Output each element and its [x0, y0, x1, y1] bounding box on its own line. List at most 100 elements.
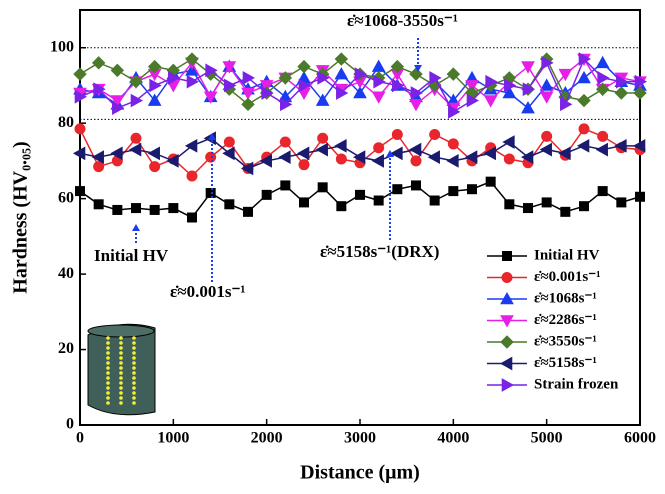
inset-dot: [132, 346, 136, 350]
data-point: [502, 85, 517, 99]
inset-dot: [132, 341, 136, 345]
data-point: [577, 70, 591, 84]
inset-dot: [106, 356, 110, 360]
data-point: [634, 74, 648, 89]
data-point: [147, 146, 160, 161]
data-point: [91, 150, 104, 164]
inset-dot: [106, 401, 110, 405]
data-point: [614, 86, 629, 100]
data-point: [373, 142, 385, 154]
inset-dot: [106, 346, 110, 350]
data-point: [187, 212, 197, 223]
data-point: [280, 180, 291, 191]
inset-dot: [119, 366, 123, 370]
data-point: [261, 189, 272, 200]
data-point: [298, 159, 310, 171]
data-point: [502, 135, 515, 149]
data-point: [485, 176, 496, 187]
data-point: [261, 86, 274, 100]
data-point: [483, 146, 496, 161]
data-point: [186, 170, 198, 182]
data-point: [371, 91, 386, 104]
data-point: [355, 189, 365, 200]
data-point: [595, 82, 610, 96]
data-point: [541, 130, 553, 142]
data-point: [447, 138, 459, 150]
inset-dot: [132, 401, 136, 405]
data-point: [75, 186, 85, 197]
data-point: [578, 123, 590, 135]
y-tick-label: 0: [66, 416, 74, 433]
annotation-arrowhead: [414, 65, 422, 72]
data-point: [410, 86, 424, 100]
data-point: [467, 184, 477, 195]
inset-dot: [119, 336, 123, 340]
x-tick-label: 4000: [437, 430, 469, 447]
data-point: [614, 138, 627, 153]
inset-dot: [132, 336, 136, 340]
annotation: Initial HV: [94, 246, 169, 265]
inset-cylinder: [87, 323, 156, 416]
data-point: [315, 142, 328, 157]
data-point: [616, 74, 629, 89]
data-point: [579, 201, 589, 212]
legend-label: Initial HV: [534, 247, 600, 263]
x-tick-label: 1000: [157, 430, 189, 447]
data-point: [558, 146, 571, 161]
data-point: [168, 71, 181, 85]
data-point: [597, 71, 610, 85]
inset-dot: [132, 361, 136, 365]
data-point: [390, 59, 405, 74]
inset-dot: [106, 361, 110, 365]
legend-label: ε̇≈5158s⁻¹: [534, 355, 597, 371]
data-point: [354, 67, 368, 81]
data-point: [503, 153, 515, 165]
data-point: [371, 154, 384, 168]
inset-dot: [132, 376, 136, 380]
data-point: [296, 146, 310, 161]
data-point: [429, 129, 441, 140]
x-tick-label: 5000: [531, 430, 563, 447]
data-point: [166, 154, 179, 168]
data-point: [317, 71, 330, 85]
data-point: [131, 203, 141, 214]
data-point: [241, 87, 255, 101]
data-point: [446, 67, 461, 81]
data-point: [93, 199, 104, 210]
data-point: [392, 184, 403, 195]
data-point: [595, 55, 610, 69]
data-point: [408, 142, 422, 157]
data-point: [465, 80, 479, 93]
inset-dot: [119, 351, 123, 355]
data-point: [483, 95, 498, 108]
annotation-arrowhead: [386, 150, 394, 157]
data-point: [541, 55, 554, 70]
data-point: [616, 197, 627, 208]
inset-dot: [119, 356, 123, 360]
data-point: [522, 82, 536, 97]
data-point: [203, 91, 218, 104]
data-point: [336, 86, 349, 100]
x-axis-label: Distance (μm): [300, 462, 420, 484]
inset-dot: [132, 391, 136, 395]
data-point: [110, 95, 125, 108]
data-point: [541, 197, 552, 208]
data-point: [390, 146, 403, 161]
x-tick-label: 6000: [624, 430, 656, 447]
data-point: [632, 138, 646, 153]
data-point: [560, 206, 571, 217]
inset-dot: [106, 336, 110, 340]
data-point: [224, 78, 237, 93]
data-point: [147, 93, 162, 106]
data-point: [147, 59, 162, 74]
data-point: [299, 197, 309, 208]
data-point: [501, 272, 513, 283]
inset-dot: [132, 351, 136, 355]
data-point: [222, 146, 235, 161]
annotation: ε̇≈1068-3550s⁻¹: [347, 11, 458, 30]
y-tick-label: 100: [50, 38, 74, 55]
data-point: [504, 199, 515, 210]
inset-dot: [106, 371, 110, 375]
data-point: [595, 142, 608, 157]
data-point: [500, 315, 514, 328]
